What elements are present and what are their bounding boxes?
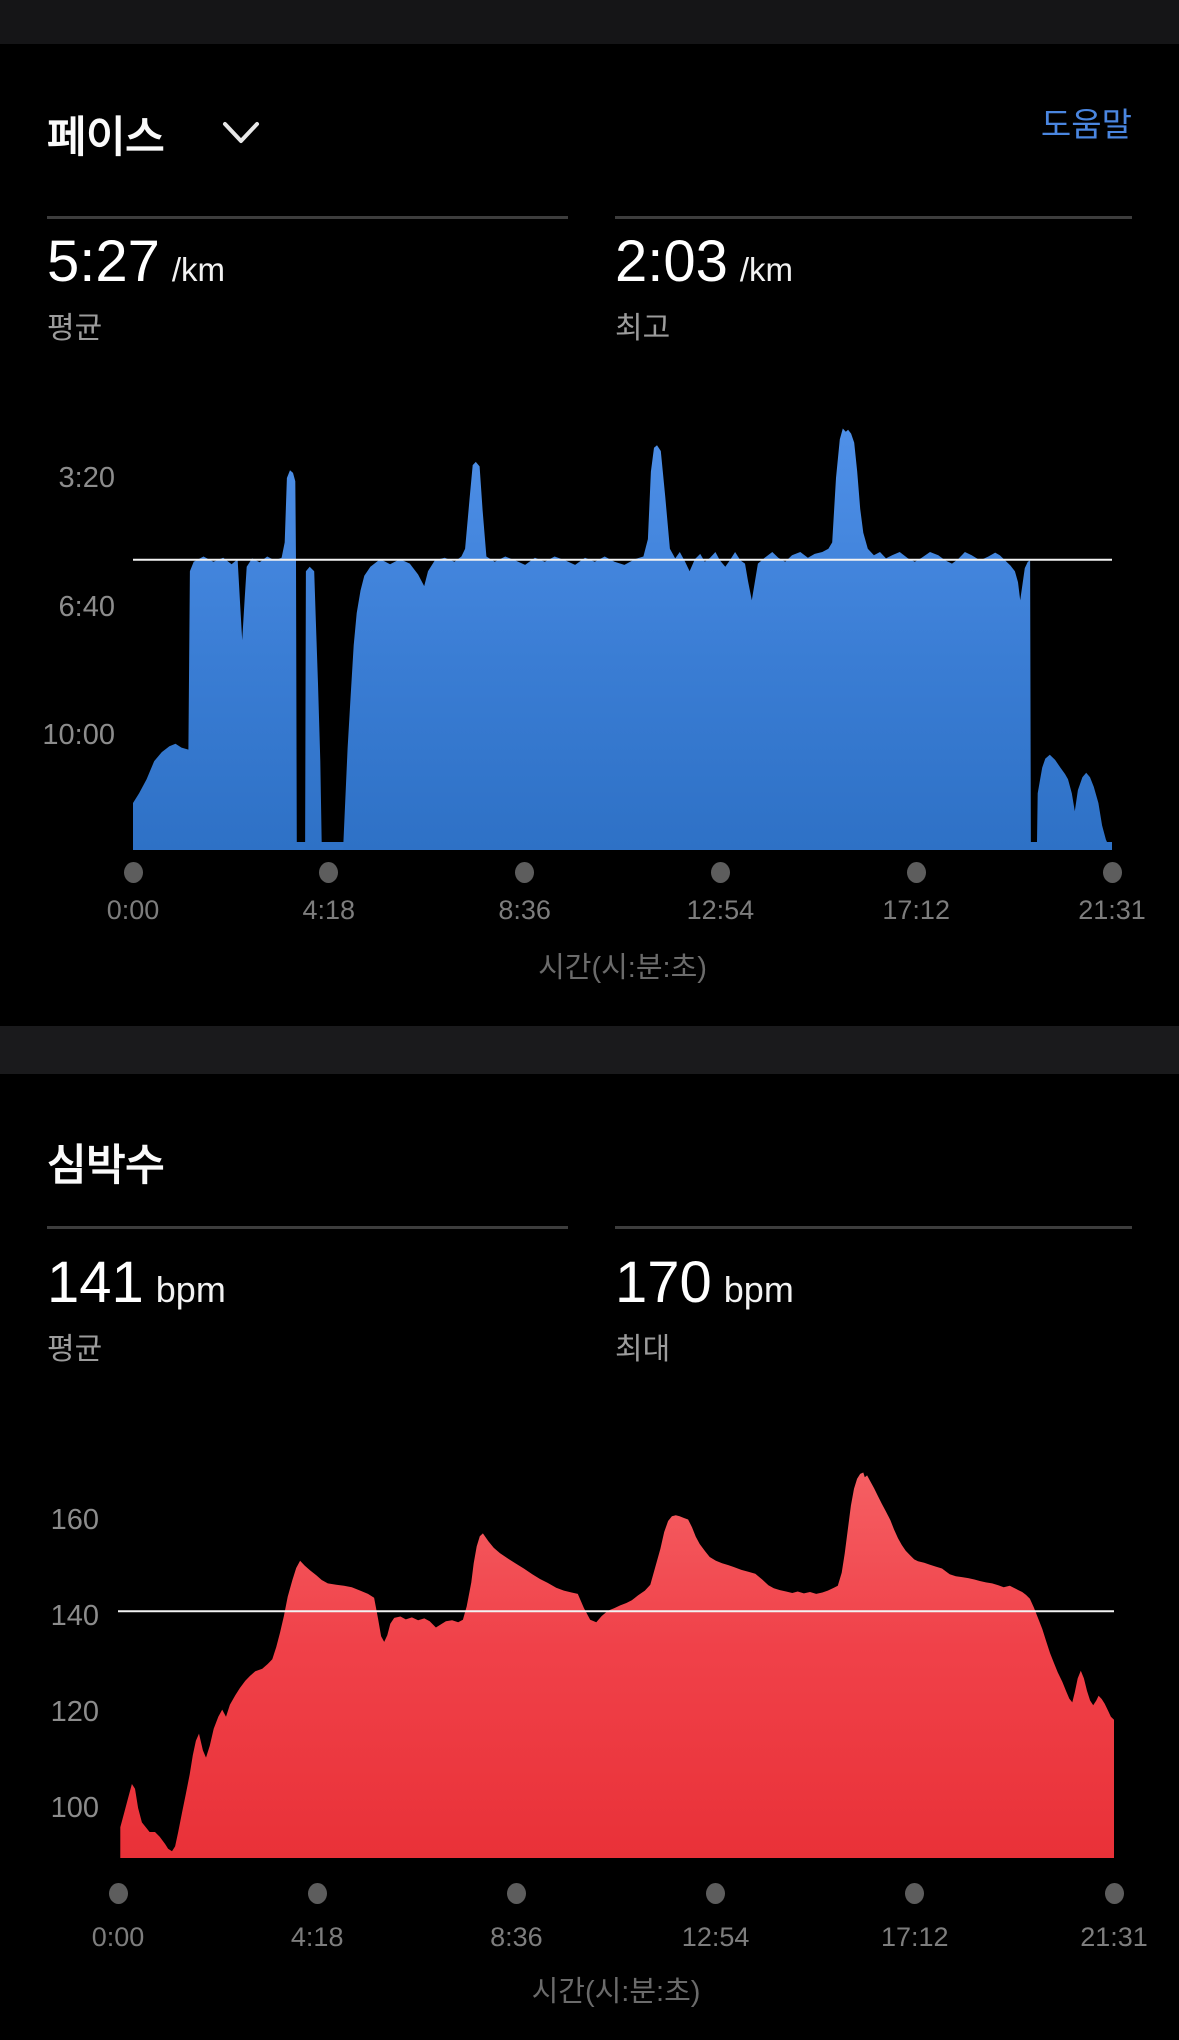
- hr-y-tick-label: 160: [50, 1504, 99, 1536]
- pace-x-tick-label: 21:31: [1078, 895, 1146, 925]
- pace-x-tick-dot: [906, 861, 926, 883]
- pace-x-tick-dot: [515, 861, 535, 883]
- pace-y-tick-label: 3:20: [58, 462, 115, 494]
- hr-y-tick-label: 100: [50, 1792, 99, 1824]
- pace-x-tick-label: 12:54: [686, 895, 755, 925]
- hr-avg-label: 평균: [47, 1333, 103, 1366]
- hr-x-tick-dot: [905, 1882, 925, 1904]
- pace-avg-unit: /km: [171, 251, 226, 288]
- pace-x-tick-dot: [1102, 861, 1122, 883]
- pace-best-stat: 2:03 /km: [615, 228, 793, 295]
- hr-avg-value: 141: [47, 1250, 144, 1315]
- pace-best-label: 최고: [615, 312, 671, 345]
- hr-y-tick-label: 120: [50, 1696, 99, 1728]
- pace-area-chart[interactable]: [0, 400, 1179, 860]
- pace-x-tick-label: 17:12: [882, 895, 950, 925]
- hr-avg-unit: bpm: [155, 1269, 226, 1310]
- pace-x-tick-label: 8:36: [498, 895, 551, 925]
- hr-x-tick-label: 17:12: [881, 1922, 949, 1952]
- hr-stat-divider-left: [47, 1226, 568, 1229]
- pace-x-tick-label: 4:18: [302, 895, 356, 925]
- hr-x-axis-title: 시간(시:분:초): [531, 1976, 701, 2008]
- hr-max-unit: bpm: [723, 1269, 794, 1310]
- pace-card-title: 페이스: [47, 114, 165, 162]
- hr-card-title: 심박수: [47, 1142, 165, 1190]
- pace-stat-divider-left: [47, 216, 568, 219]
- hr-x-tick-label: 21:31: [1080, 1922, 1148, 1952]
- pace-x-tick-dot: [710, 861, 730, 883]
- pace-y-tick-label: 10:00: [42, 719, 115, 752]
- hr-x-tick-label: 0:00: [91, 1922, 145, 1952]
- status-bar: [0, 0, 1179, 44]
- hr-max-label: 최대: [615, 1333, 671, 1366]
- hr-y-tick-label: 140: [50, 1600, 99, 1632]
- hr-x-tick-label: 4:18: [290, 1922, 344, 1952]
- pace-avg-label: 평균: [47, 312, 103, 345]
- hr-max-value: 170: [615, 1250, 712, 1315]
- pace-best-value: 2:03: [615, 229, 728, 294]
- hr-avg-stat: 141 bpm: [47, 1249, 226, 1316]
- pace-avg-value: 5:27: [47, 229, 160, 294]
- chevron-down-icon[interactable]: [222, 120, 260, 146]
- pace-y-tick-label: 6:40: [58, 590, 115, 623]
- hr-x-tick-dot: [706, 1882, 726, 1904]
- hr-x-tick-dot: [1104, 1882, 1124, 1904]
- pace-x-tick-label: 0:00: [106, 895, 160, 925]
- hr-x-tick-dot: [506, 1882, 526, 1904]
- card-separator: [0, 1026, 1179, 1074]
- hr-x-tick-label: 12:54: [681, 1922, 750, 1952]
- pace-x-tick-dot: [123, 861, 143, 883]
- hr-x-tick-dot: [108, 1882, 128, 1904]
- pace-x-axis-title: 시간(시:분:초): [538, 952, 707, 984]
- help-link[interactable]: 도움말: [1040, 106, 1132, 143]
- hr-max-stat: 170 bpm: [615, 1249, 794, 1316]
- hr-x-tick-label: 8:36: [490, 1922, 543, 1952]
- pace-x-tick-dot: [319, 861, 339, 883]
- hr-stat-divider-right: [615, 1226, 1132, 1229]
- pace-best-unit: /km: [739, 251, 794, 288]
- pace-series-area: [133, 428, 1112, 850]
- hr-series-area: [120, 1472, 1115, 1858]
- pace-stat-divider-right: [615, 216, 1132, 219]
- hr-area-chart[interactable]: [0, 1455, 1179, 1865]
- pace-avg-stat: 5:27 /km: [47, 228, 225, 295]
- hr-x-tick-dot: [307, 1882, 327, 1904]
